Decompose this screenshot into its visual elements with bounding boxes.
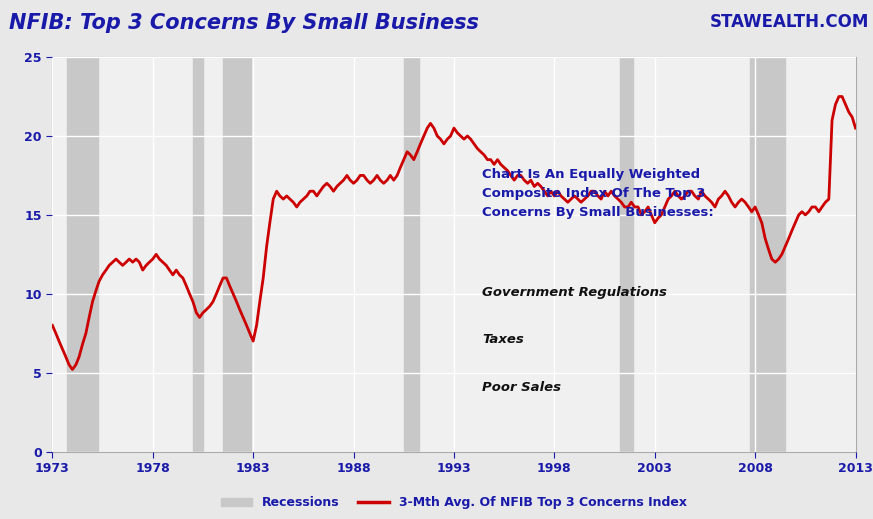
Text: STAWEALTH.COM: STAWEALTH.COM — [709, 13, 869, 31]
Bar — [620, 57, 633, 452]
Bar — [67, 57, 98, 452]
Text: Government Regulations: Government Regulations — [482, 286, 667, 299]
Text: NFIB: Top 3 Concerns By Small Business: NFIB: Top 3 Concerns By Small Business — [9, 13, 478, 33]
Bar — [750, 57, 785, 452]
Text: Chart Is An Equally Weighted
Composite Index Of The Top 3
Concerns By Small Busi: Chart Is An Equally Weighted Composite I… — [482, 168, 714, 218]
Text: Poor Sales: Poor Sales — [482, 380, 561, 393]
Legend: Recessions, 3-Mth Avg. Of NFIB Top 3 Concerns Index: Recessions, 3-Mth Avg. Of NFIB Top 3 Con… — [216, 491, 692, 514]
Bar — [403, 57, 419, 452]
Bar — [193, 57, 203, 452]
Bar — [223, 57, 251, 452]
Text: Taxes: Taxes — [482, 333, 524, 346]
